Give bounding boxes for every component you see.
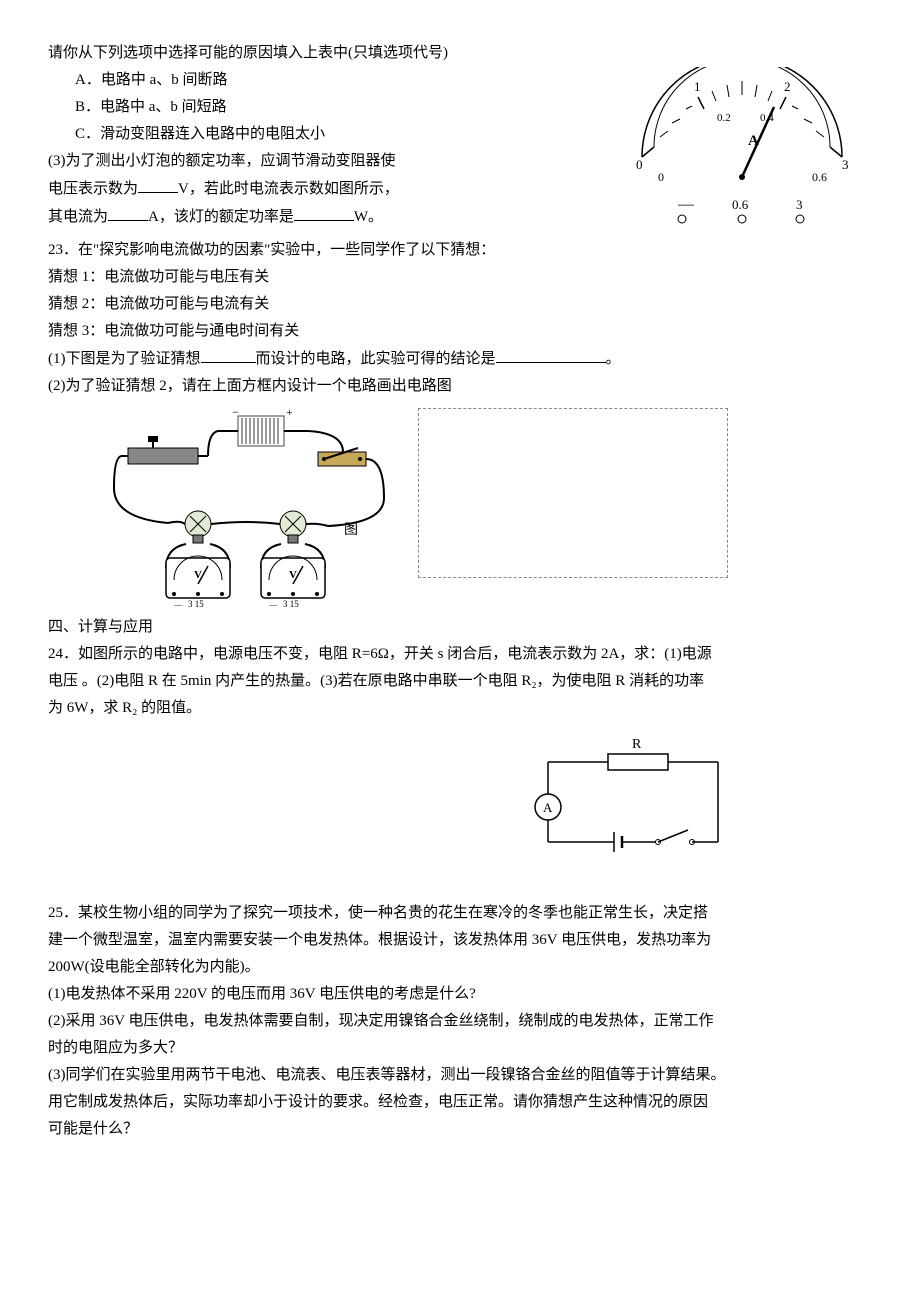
vm2-scale: — (268, 600, 278, 608)
q22-option-a: A．电路中 a、b 间断路 (48, 67, 612, 94)
q23-title: 23．在"探究影响电流做功的因素"实验中，一些同学作了以下猜想： (48, 237, 872, 264)
ammeter-term-neg: — (677, 196, 695, 213)
voltmeter-1-icon: V — 3 15 (166, 544, 230, 608)
vm2-range: 3 15 (283, 599, 299, 608)
q24-R-label: R (632, 737, 642, 752)
ammeter-lower-06: 0.6 (812, 170, 827, 184)
q24-A-label: A (543, 800, 553, 815)
switch-arm-icon (658, 830, 688, 842)
q22-body-with-ammeter: A．电路中 a、b 间断路 B．电路中 a、b 间短路 C．滑动变阻器连入电路中… (48, 67, 872, 237)
q25-q2a: (2)采用 36V 电压供电，电发热体需要自制，现决定用镍铬合金丝绕制，绕制成的… (48, 1008, 872, 1035)
q23-answer-box (418, 408, 728, 578)
q23-guess2: 猜想 2：电流做功可能与电流有关 (48, 291, 872, 318)
vm1-range: 3 15 (188, 599, 204, 608)
vm1-scale: — (173, 600, 183, 608)
q25-q3c: 可能是什么？ (48, 1116, 872, 1143)
bulb-1-icon (185, 511, 211, 543)
battery-neg: − (232, 408, 239, 419)
ammeter-sub-02: 0.2 (717, 112, 731, 124)
q23-p1c: 。 (606, 351, 621, 367)
battery-icon: − + (232, 408, 293, 446)
blank-guess-num (201, 345, 256, 363)
q25-q1: (1)电发热体不采用 220V 的电压而用 36V 电压供电的考虑是什么? (48, 981, 872, 1008)
q23-figures: − + (108, 408, 872, 608)
q23-p1a: (1)下图是为了验证猜想 (48, 351, 201, 367)
ammeter-icon: 0 1 2 3 0 0.2 0.4 0.6 A — 0.6 3 (612, 67, 872, 227)
blank-voltage (138, 175, 178, 193)
q24-line1: 24．如图所示的电路中，电源电压不变，电阻 R=6Ω，开关 s 闭合后，电流表示… (48, 641, 872, 668)
q23-part2: (2)为了验证猜想 2，请在上面方框内设计一个电路画出电路图 (48, 373, 872, 400)
ammeter-term-06: 0.6 (732, 197, 749, 212)
q22-part3-line2: 电压表示数为 V，若此时电流表示数如图所示， (48, 175, 612, 203)
q23-circuit-diagram: − + (108, 408, 398, 608)
q23-guess3: 猜想 3：电流做功可能与通电时间有关 (48, 318, 872, 345)
q22-p3-l3c: W。 (354, 209, 383, 225)
ammeter-upper-0: 0 (636, 157, 643, 172)
q23-fig-label: 图 (344, 523, 358, 538)
q22-p3-l2a: 电压表示数为 (48, 181, 138, 197)
section4-title: 四、计算与应用 (48, 614, 872, 641)
rheostat-icon (122, 436, 208, 464)
q25-p2: 建一个微型温室，温室内需要安装一个电发热体。根据设计，该发热体用 36V 电压供… (48, 927, 872, 954)
spacer (48, 872, 872, 900)
q22-p3-l3b: A，该灯的额定功率是 (148, 209, 294, 225)
blank-conclusion (496, 345, 606, 363)
q22-text-block: A．电路中 a、b 间断路 B．电路中 a、b 间短路 C．滑动变阻器连入电路中… (48, 67, 612, 231)
ammeter-figure: 0 1 2 3 0 0.2 0.4 0.6 A — 0.6 3 (612, 67, 872, 237)
q22-part3-line3: 其电流为 A，该灯的额定功率是 W。 (48, 203, 612, 231)
q22-option-b: B．电路中 a、b 间短路 (48, 94, 612, 121)
resistor-icon (608, 754, 668, 770)
q23-part1: (1)下图是为了验证猜想 而设计的电路，此实验可得的结论是 。 (48, 345, 872, 373)
q25-q2b: 时的电阻应为多大？ (48, 1035, 872, 1062)
q22-p3-l2b: V，若此时电流表示数如图所示， (178, 181, 399, 197)
q22-part3-line1: (3)为了测出小灯泡的额定功率，应调节滑动变阻器使 (48, 148, 612, 175)
ammeter-upper-1: 1 (694, 79, 701, 94)
q22-intro: 请你从下列选项中选择可能的原因填入上表中(只填选项代号) (48, 40, 872, 67)
q23-p1b: 而设计的电路，此实验可得的结论是 (256, 351, 496, 367)
q22-p3-l3a: 其电流为 (48, 209, 108, 225)
ammeter-upper-3: 3 (842, 157, 849, 172)
ammeter-lower-0: 0 (658, 170, 664, 184)
battery-pos: + (286, 408, 293, 419)
voltmeter-2-icon: V — 3 15 (261, 544, 325, 608)
blank-current (108, 203, 148, 221)
q25-q3a: (3)同学们在实验里用两节干电池、电流表、电压表等器材，测出一段镍铬合金丝的阻值… (48, 1062, 872, 1089)
q22-option-c: C．滑动变阻器连入电路中的电阻太小 (48, 121, 612, 148)
vm1-label: V (194, 569, 202, 581)
q24-line2: 电压 。(2)电阻 R 在 5min 内产生的热量。(3)若在原电路中串联一个电… (48, 668, 872, 695)
ammeter-upper-2: 2 (784, 79, 791, 94)
q25-p3: 200W(设电能全部转化为内能)。 (48, 954, 872, 981)
bulb-2-icon (280, 511, 306, 543)
q24-circuit-diagram: R A (528, 732, 748, 872)
q23-guess1: 猜想 1：电流做功可能与电压有关 (48, 264, 872, 291)
q24-line3: 为 6W，求 R₂ 的阻值。 (48, 695, 872, 722)
vm2-label: V (289, 569, 297, 581)
q25-p1: 25．某校生物小组的同学为了探究一项技术，使一种名贵的花生在寒冷的冬季也能正常生… (48, 900, 872, 927)
ammeter-term-3: 3 (796, 197, 803, 212)
q25-q3b: 用它制成发热体后，实际功率却小于设计的要求。经检查，电压正常。请你猜想产生这种情… (48, 1089, 872, 1116)
blank-power (294, 203, 354, 221)
